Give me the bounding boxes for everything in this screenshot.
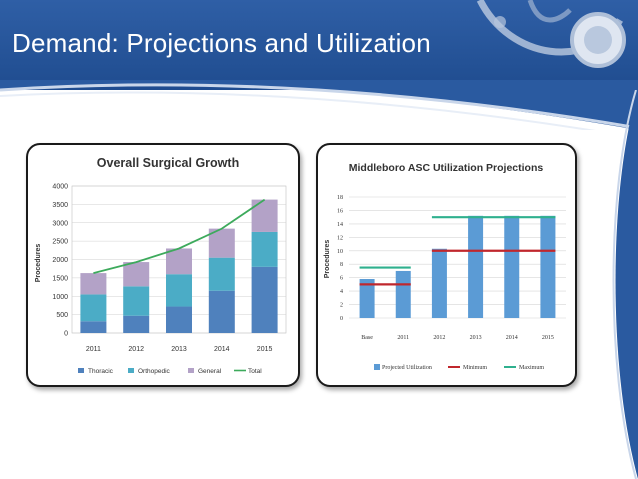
y-tick-label: 2 xyxy=(340,303,343,309)
bar-orthopedic-2011 xyxy=(80,294,107,322)
bar-orthopedic-2015 xyxy=(251,231,278,267)
x-tick-label: 2014 xyxy=(214,346,230,353)
legend-label-orthopedic: Orthopedic xyxy=(138,368,171,375)
legend-label-general: General xyxy=(198,368,222,375)
bar-thoracic-2011 xyxy=(80,321,107,333)
y-tick-label: 14 xyxy=(337,222,343,228)
y-tick-label: 0 xyxy=(64,331,68,338)
bar-utilization-2013 xyxy=(468,215,484,318)
y-tick-label: 6 xyxy=(340,276,343,282)
y-tick-label: 4 xyxy=(340,289,343,295)
x-tick-label: 2012 xyxy=(433,335,445,341)
slide-title: Demand: Projections and Utilization xyxy=(12,28,431,58)
legend-swatch-projected-utilization xyxy=(374,364,380,370)
surgical-growth-chart: Overall Surgical Growth 0 500 1000 1500 2000… xyxy=(35,156,287,375)
y-tick-label: 500 xyxy=(56,312,68,319)
bar-utilization-2014 xyxy=(504,215,520,318)
x-tick-label: 2014 xyxy=(506,335,518,341)
legend-swatch-orthopedic xyxy=(128,368,134,373)
x-tick-label: Base xyxy=(361,335,373,341)
x-tick-label: 2015 xyxy=(542,335,554,341)
bar-utilization-2012 xyxy=(431,248,447,318)
bar-utilization-Base xyxy=(359,279,375,318)
total-line xyxy=(93,198,266,274)
bar-thoracic-2013 xyxy=(166,306,192,333)
chart-title: Middleboro ASC Utilization Projections xyxy=(349,162,544,174)
chart-title: Overall Surgical Growth xyxy=(97,156,239,170)
bar-orthopedic-2013 xyxy=(166,274,192,307)
y-tick-label: 2500 xyxy=(52,239,68,246)
x-tick-label: 2013 xyxy=(470,335,482,341)
y-tick-label: 0 xyxy=(340,316,343,322)
utilization-chart: Middleboro ASC Utilization Projections 0… xyxy=(324,162,566,371)
legend-label-total: Total xyxy=(248,368,262,375)
utilization-chart-panel: Middleboro ASC Utilization Projections 0… xyxy=(316,143,577,387)
stethoscope-icon xyxy=(476,0,626,68)
y-tick-label: 1000 xyxy=(52,294,68,301)
header-curve-decoration xyxy=(0,80,638,130)
x-tick-label: 2015 xyxy=(257,346,273,353)
y-tick-label: 10 xyxy=(337,249,343,255)
y-tick-label: 12 xyxy=(337,235,343,241)
bar-general-2011 xyxy=(80,273,107,295)
bar-orthopedic-2014 xyxy=(208,257,235,291)
x-tick-label: 2013 xyxy=(171,346,187,353)
x-tick-label: 2011 xyxy=(397,335,409,341)
x-tick-label: 2011 xyxy=(86,346,101,353)
y-axis-label: Procedures xyxy=(35,244,42,283)
bar-general-2013 xyxy=(166,248,192,275)
bar-thoracic-2015 xyxy=(251,266,278,333)
side-band-decoration xyxy=(612,90,638,479)
bar-orthopedic-2012 xyxy=(123,286,150,316)
bar-utilization-2011 xyxy=(395,270,411,318)
y-tick-label: 16 xyxy=(337,208,343,214)
bar-general-2015 xyxy=(251,199,278,232)
y-tick-label: 4000 xyxy=(52,184,68,191)
bar-utilization-2015 xyxy=(540,215,556,318)
legend-label-thoracic: Thoracic xyxy=(88,368,114,375)
legend-swatch-thoracic xyxy=(78,368,84,373)
legend-label-minimum: Minimum xyxy=(463,365,487,371)
legend-label-projected-utilization: Projected Utilization xyxy=(382,365,432,371)
legend-swatch-general xyxy=(188,368,194,373)
x-tick-label: 2012 xyxy=(128,346,144,353)
bar-thoracic-2012 xyxy=(123,315,150,333)
bar-general-2012 xyxy=(123,262,150,287)
bar-thoracic-2014 xyxy=(208,290,235,333)
y-axis-label: Procedures xyxy=(324,240,331,279)
surgical-growth-chart-panel: Overall Surgical Growth 0 500 1000 1500 2000… xyxy=(26,143,300,387)
y-tick-label: 3500 xyxy=(52,202,68,209)
y-tick-label: 2000 xyxy=(52,257,68,264)
y-tick-label: 1500 xyxy=(52,275,68,282)
y-tick-label: 3000 xyxy=(52,220,68,227)
y-tick-label: 18 xyxy=(337,195,343,201)
legend-label-maximum: Maximum xyxy=(519,365,544,371)
y-tick-label: 8 xyxy=(340,262,343,268)
